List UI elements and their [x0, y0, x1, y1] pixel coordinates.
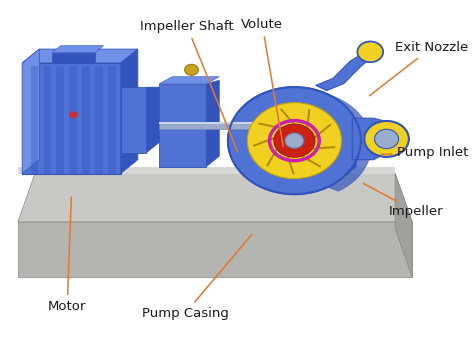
Text: Volute: Volute: [241, 18, 283, 146]
Polygon shape: [82, 66, 90, 174]
Polygon shape: [159, 122, 310, 124]
Polygon shape: [316, 51, 374, 91]
Polygon shape: [395, 174, 412, 277]
Polygon shape: [27, 163, 52, 174]
Text: Impeller: Impeller: [363, 184, 443, 218]
Text: Exit Nozzle: Exit Nozzle: [369, 41, 468, 96]
Circle shape: [69, 111, 78, 118]
Circle shape: [365, 121, 409, 157]
Polygon shape: [121, 49, 138, 174]
Circle shape: [374, 129, 399, 149]
Polygon shape: [52, 52, 95, 63]
Polygon shape: [56, 66, 64, 174]
Text: Motor: Motor: [48, 197, 86, 313]
Polygon shape: [69, 66, 77, 174]
Text: Pump Casing: Pump Casing: [142, 234, 252, 320]
Text: Impeller Shaft: Impeller Shaft: [140, 20, 237, 152]
Polygon shape: [95, 66, 103, 174]
Circle shape: [274, 124, 315, 157]
Polygon shape: [283, 149, 292, 174]
Circle shape: [228, 87, 361, 194]
Circle shape: [247, 103, 342, 179]
Polygon shape: [108, 66, 116, 174]
Circle shape: [285, 133, 304, 148]
Circle shape: [228, 87, 361, 194]
Polygon shape: [306, 88, 372, 191]
Polygon shape: [18, 222, 412, 277]
Polygon shape: [352, 118, 387, 160]
Polygon shape: [121, 87, 146, 153]
Polygon shape: [31, 66, 38, 174]
Polygon shape: [18, 167, 395, 174]
Polygon shape: [52, 45, 104, 52]
Polygon shape: [22, 63, 121, 174]
Polygon shape: [258, 156, 283, 174]
Polygon shape: [159, 84, 207, 167]
Polygon shape: [207, 80, 219, 167]
Polygon shape: [44, 66, 51, 174]
Polygon shape: [22, 49, 39, 174]
Polygon shape: [91, 163, 117, 174]
Polygon shape: [159, 77, 219, 84]
Polygon shape: [348, 149, 356, 174]
Text: Pump Inlet: Pump Inlet: [381, 146, 469, 159]
Polygon shape: [18, 174, 412, 222]
Circle shape: [357, 42, 383, 62]
Polygon shape: [322, 156, 348, 174]
Polygon shape: [22, 49, 138, 63]
Polygon shape: [146, 87, 159, 153]
Circle shape: [185, 64, 198, 75]
Polygon shape: [159, 122, 310, 129]
